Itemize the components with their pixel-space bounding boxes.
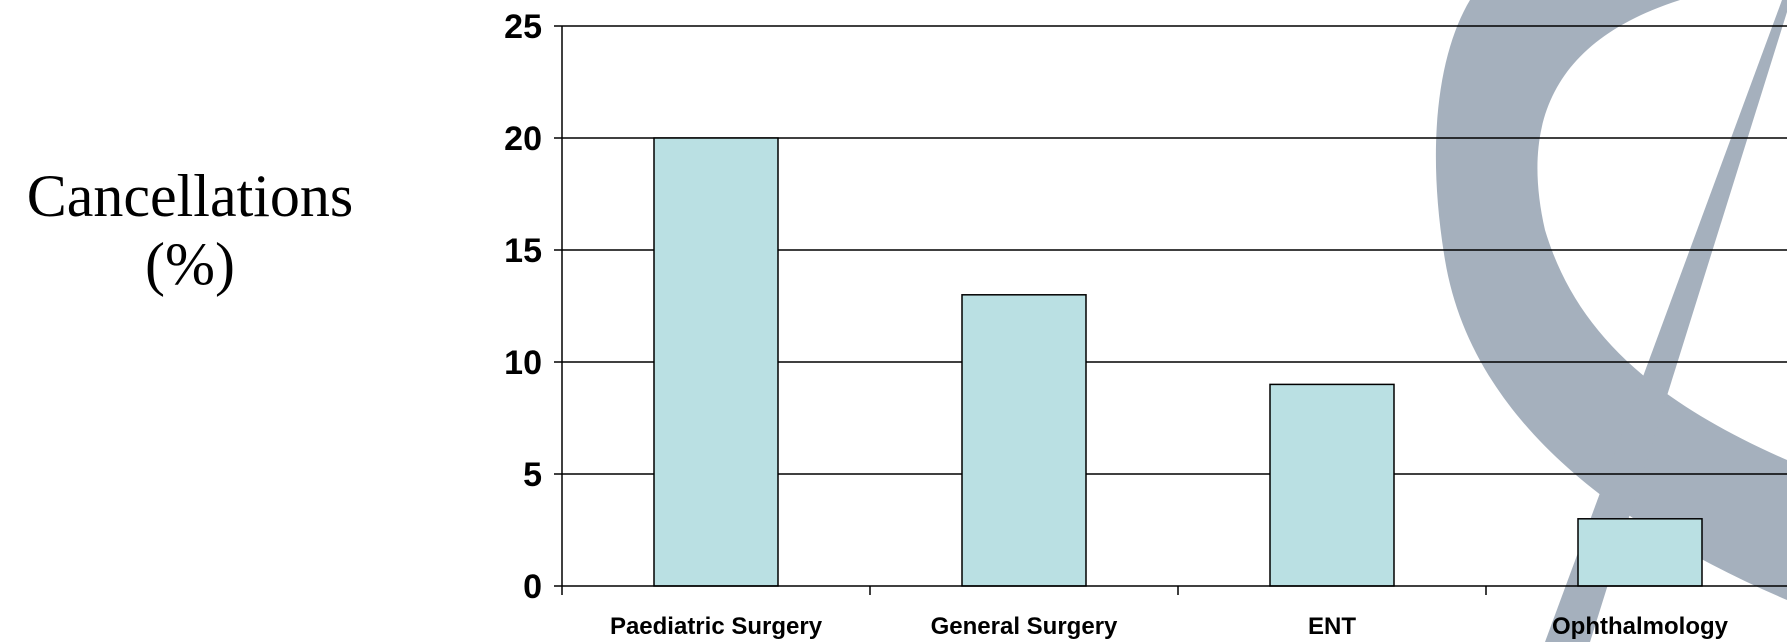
x-tick-label: Ophthalmology xyxy=(1552,613,1729,640)
bar xyxy=(961,294,1087,587)
watermark-stroke-left xyxy=(1435,0,1787,600)
chart-bars xyxy=(653,137,1703,587)
watermark-logo xyxy=(1435,0,1787,642)
y-axis-label-line1: Cancellations xyxy=(26,163,354,229)
y-tick-labels: 0 5 10 15 20 25 xyxy=(504,8,542,606)
bar xyxy=(1269,383,1395,587)
y-tick-label: 25 xyxy=(504,8,542,46)
bar xyxy=(1577,518,1703,587)
x-tick-label: ENT xyxy=(1308,613,1356,640)
y-tick-label: 15 xyxy=(504,232,542,270)
y-tick-label: 10 xyxy=(504,344,542,382)
x-tick-label: General Surgery xyxy=(931,613,1118,640)
y-tick-label: 20 xyxy=(504,120,542,158)
watermark-stroke-right xyxy=(1545,0,1787,642)
x-tick-labels: Paediatric Surgery General Surgery ENT Opht… xyxy=(610,613,1729,640)
y-tick-label: 0 xyxy=(523,568,542,606)
y-axis-label-line2: (%) xyxy=(145,231,235,297)
bar xyxy=(653,137,779,587)
chart-gridlines xyxy=(562,25,1787,475)
y-tick-label: 5 xyxy=(523,456,542,494)
x-tick-label: Paediatric Surgery xyxy=(610,613,823,640)
chart-axes xyxy=(554,25,1787,595)
y-axis-label: Cancellations (%) xyxy=(0,162,380,298)
